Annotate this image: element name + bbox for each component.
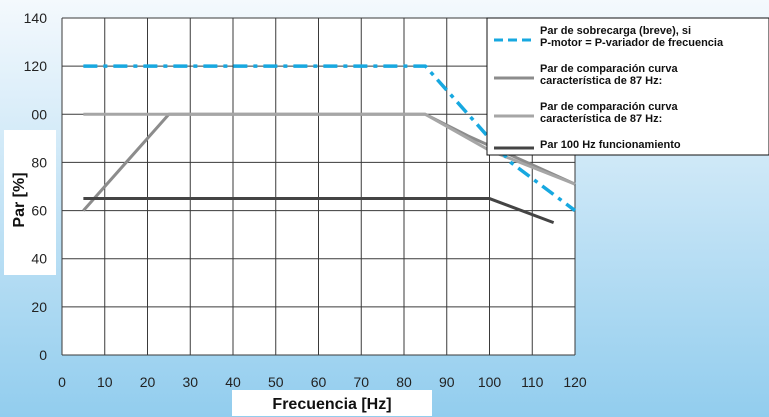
x-tick-label: 110 xyxy=(521,374,544,390)
legend-label-3: Par 100 Hz funcionamiento xyxy=(540,139,681,151)
series-line-2 xyxy=(83,112,576,186)
y-tick-label: 40 xyxy=(31,251,47,267)
y-tick-label: 00 xyxy=(31,106,47,122)
legend-label-1: Par de comparación curva xyxy=(540,63,678,75)
x-tick-label: 120 xyxy=(563,374,587,390)
x-tick-label: 70 xyxy=(353,374,369,390)
y-tick-label: 80 xyxy=(31,154,47,170)
x-tick-label: 90 xyxy=(439,374,455,390)
legend-box xyxy=(486,17,769,156)
y-tick-label: 140 xyxy=(24,10,48,26)
y-tick-label: 60 xyxy=(31,203,47,219)
x-tick-label: 20 xyxy=(140,374,156,390)
x-axis-title: Frecuencia [Hz] xyxy=(272,396,391,413)
y-tick-label: 20 xyxy=(31,299,47,315)
legend-label-2: característica de 87 Hz: xyxy=(540,113,662,125)
legend-label-2: Par de comparación curva xyxy=(540,101,678,113)
series-line-3 xyxy=(83,197,555,225)
x-tick-label: 100 xyxy=(478,374,502,390)
x-tick-label: 50 xyxy=(268,374,284,390)
x-label-panel xyxy=(232,390,432,416)
legend-label-0: Par de sobrecarga (breve), si xyxy=(540,25,691,37)
legend-label-0: P-motor = P-variador de frecuencia xyxy=(540,37,724,49)
legend: Par de sobrecarga (breve), siP-motor = P… xyxy=(486,17,769,156)
y-tick-label: 120 xyxy=(24,58,48,74)
tick-labels: 0 10 20 30 40 50 60 70 80 90 100 110 120 0 20 40 60 80 00 1… xyxy=(24,10,587,390)
x-tick-label: 30 xyxy=(182,374,198,390)
x-tick-label: 60 xyxy=(311,374,327,390)
y-axis-title: Par [%] xyxy=(11,172,28,227)
y-label-panel xyxy=(4,130,56,275)
x-tick-label: 10 xyxy=(97,374,113,390)
x-tick-label: 80 xyxy=(396,374,412,390)
y-tick-label: 0 xyxy=(39,347,47,363)
legend-label-1: característica de 87 Hz: xyxy=(540,75,662,87)
x-tick-label: 40 xyxy=(225,374,241,390)
x-tick-label: 0 xyxy=(58,374,66,390)
